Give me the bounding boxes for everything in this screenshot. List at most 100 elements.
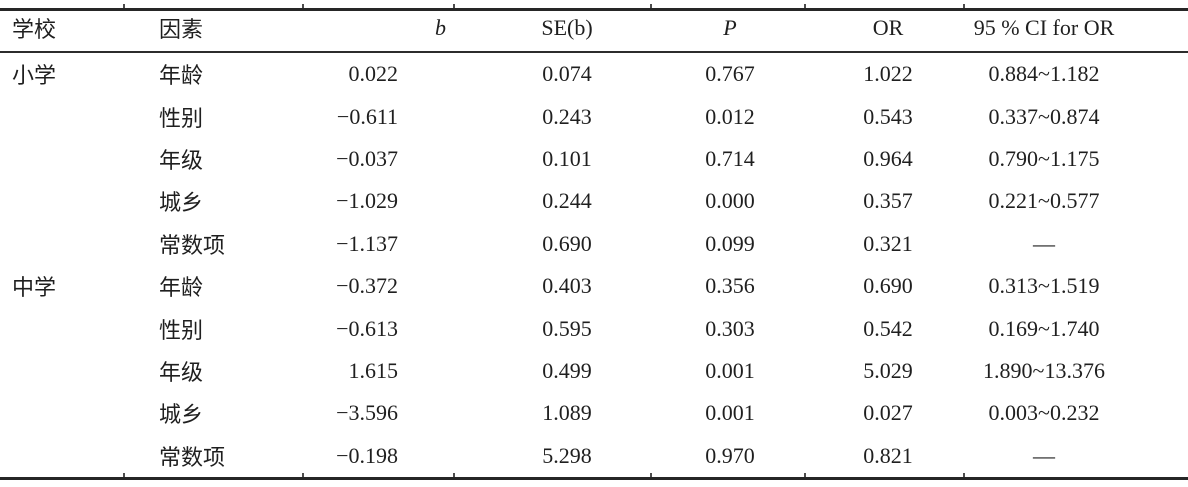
cell-ci: — xyxy=(1033,442,1055,468)
table-row: 年级 1.615 0.499 0.001 5.029 1.890~13.376 xyxy=(0,350,1188,392)
cell-p: 0.767 xyxy=(705,61,755,87)
cell-b: −1.029 xyxy=(336,188,398,214)
cell-ci: 0.003~0.232 xyxy=(988,400,1100,426)
cell-ci: 0.169~1.740 xyxy=(988,315,1100,341)
cell-factor: 年龄 xyxy=(159,63,204,89)
cell-p: 0.099 xyxy=(705,230,755,256)
table-row: 常数项 −0.198 5.298 0.970 0.821 — xyxy=(0,435,1188,479)
cell-school xyxy=(0,435,123,479)
col-header-se: SE(b) xyxy=(460,9,650,53)
cell-ci: 0.337~0.874 xyxy=(988,103,1100,129)
table-row: 城乡 −1.029 0.244 0.000 0.357 0.221~0.577 xyxy=(0,180,1188,222)
cell-or: 0.543 xyxy=(863,103,913,129)
table-row: 年级 −0.037 0.101 0.714 0.964 0.790~1.175 xyxy=(0,138,1188,180)
cell-p: 0.000 xyxy=(705,188,755,214)
cell-or: 0.321 xyxy=(863,230,913,256)
rule-tick xyxy=(302,4,304,8)
cell-or: 1.022 xyxy=(863,61,913,87)
cell-b: −0.198 xyxy=(336,442,398,468)
cell-p: 0.303 xyxy=(705,315,755,341)
cell-b: −0.372 xyxy=(336,273,398,299)
cell-ci: 0.790~1.175 xyxy=(988,145,1100,171)
col-header-school: 学校 xyxy=(0,9,123,53)
cell-or: 0.821 xyxy=(863,442,913,468)
cell-school xyxy=(0,180,123,222)
cell-b: −1.137 xyxy=(336,230,398,256)
cell-school xyxy=(0,95,123,137)
cell-school xyxy=(0,138,123,180)
cell-se: 0.074 xyxy=(542,61,592,87)
rule-tick xyxy=(453,473,455,477)
cell-ci: 0.884~1.182 xyxy=(988,61,1100,87)
cell-school xyxy=(0,392,123,434)
table-row: 城乡 −3.596 1.089 0.001 0.027 0.003~0.232 xyxy=(0,392,1188,434)
rule-tick xyxy=(650,473,652,477)
cell-b: −0.613 xyxy=(336,315,398,341)
cell-b: −0.037 xyxy=(336,145,398,171)
rule-tick xyxy=(123,4,125,8)
cell-p: 0.001 xyxy=(705,357,755,383)
cell-se: 0.101 xyxy=(542,145,592,171)
table-row: 中学 年龄 −0.372 0.403 0.356 0.690 0.313~1.5… xyxy=(0,265,1188,307)
cell-b: −3.596 xyxy=(336,400,398,426)
cell-or: 0.542 xyxy=(863,315,913,341)
cell-school xyxy=(0,307,123,349)
cell-school xyxy=(0,350,123,392)
cell-or: 0.690 xyxy=(863,273,913,299)
cell-se: 0.595 xyxy=(542,315,592,341)
cell-school: 小学 xyxy=(12,63,57,89)
col-header-b: b xyxy=(305,9,460,53)
cell-factor: 年级 xyxy=(159,147,204,173)
col-header-factor: 因素 xyxy=(123,9,305,53)
cell-ci: 0.313~1.519 xyxy=(988,273,1100,299)
cell-factor: 常数项 xyxy=(159,444,226,470)
cell-b: 1.615 xyxy=(348,357,399,383)
header-row: 学校 因素 b SE(b) P OR 95 % CI for OR xyxy=(0,9,1188,53)
cell-ci: 0.221~0.577 xyxy=(988,188,1100,214)
rule-tick xyxy=(453,4,455,8)
table-row: 常数项 −1.137 0.690 0.099 0.321 — xyxy=(0,223,1188,265)
cell-se: 0.243 xyxy=(542,103,592,129)
col-header-p: P xyxy=(650,9,810,53)
col-header-or: OR xyxy=(810,9,966,53)
cell-se: 0.499 xyxy=(542,357,592,383)
cell-p: 0.356 xyxy=(705,273,755,299)
cell-or: 0.357 xyxy=(863,188,913,214)
cell-p: 0.714 xyxy=(705,145,755,171)
cell-se: 0.244 xyxy=(542,188,592,214)
rule-tick xyxy=(302,473,304,477)
cell-se: 0.403 xyxy=(542,273,592,299)
cell-b: −0.611 xyxy=(336,103,398,129)
cell-se: 0.690 xyxy=(542,230,592,256)
cell-b: 0.022 xyxy=(348,61,399,87)
rule-tick xyxy=(804,473,806,477)
cell-p: 0.012 xyxy=(705,103,755,129)
cell-school: 中学 xyxy=(12,275,57,301)
logistic-regression-table: 学校 因素 b SE(b) P OR 95 % CI for OR 小学 年龄 … xyxy=(0,8,1188,480)
cell-p: 0.970 xyxy=(705,442,755,468)
table-row: 性别 −0.611 0.243 0.012 0.543 0.337~0.874 xyxy=(0,95,1188,137)
cell-school xyxy=(0,223,123,265)
cell-factor: 年级 xyxy=(159,359,204,385)
cell-se: 1.089 xyxy=(542,400,592,426)
cell-p: 0.001 xyxy=(705,400,755,426)
cell-factor: 城乡 xyxy=(159,190,204,216)
cell-factor: 年龄 xyxy=(159,275,204,301)
cell-se: 5.298 xyxy=(542,442,592,468)
table-row: 性别 −0.613 0.595 0.303 0.542 0.169~1.740 xyxy=(0,307,1188,349)
rule-tick xyxy=(804,4,806,8)
cell-or: 0.027 xyxy=(863,400,913,426)
rule-tick xyxy=(963,4,965,8)
cell-or: 0.964 xyxy=(863,145,913,171)
cell-or: 5.029 xyxy=(863,357,913,383)
rule-tick xyxy=(123,473,125,477)
col-header-ci: 95 % CI for OR xyxy=(966,9,1188,53)
cell-factor: 性别 xyxy=(159,317,204,343)
cell-factor: 性别 xyxy=(159,105,204,131)
cell-ci: 1.890~13.376 xyxy=(983,357,1105,383)
rule-tick xyxy=(650,4,652,8)
rule-tick xyxy=(963,473,965,477)
table-row: 小学 年龄 0.022 0.074 0.767 1.022 0.884~1.18… xyxy=(0,52,1188,95)
cell-factor: 城乡 xyxy=(159,402,204,428)
